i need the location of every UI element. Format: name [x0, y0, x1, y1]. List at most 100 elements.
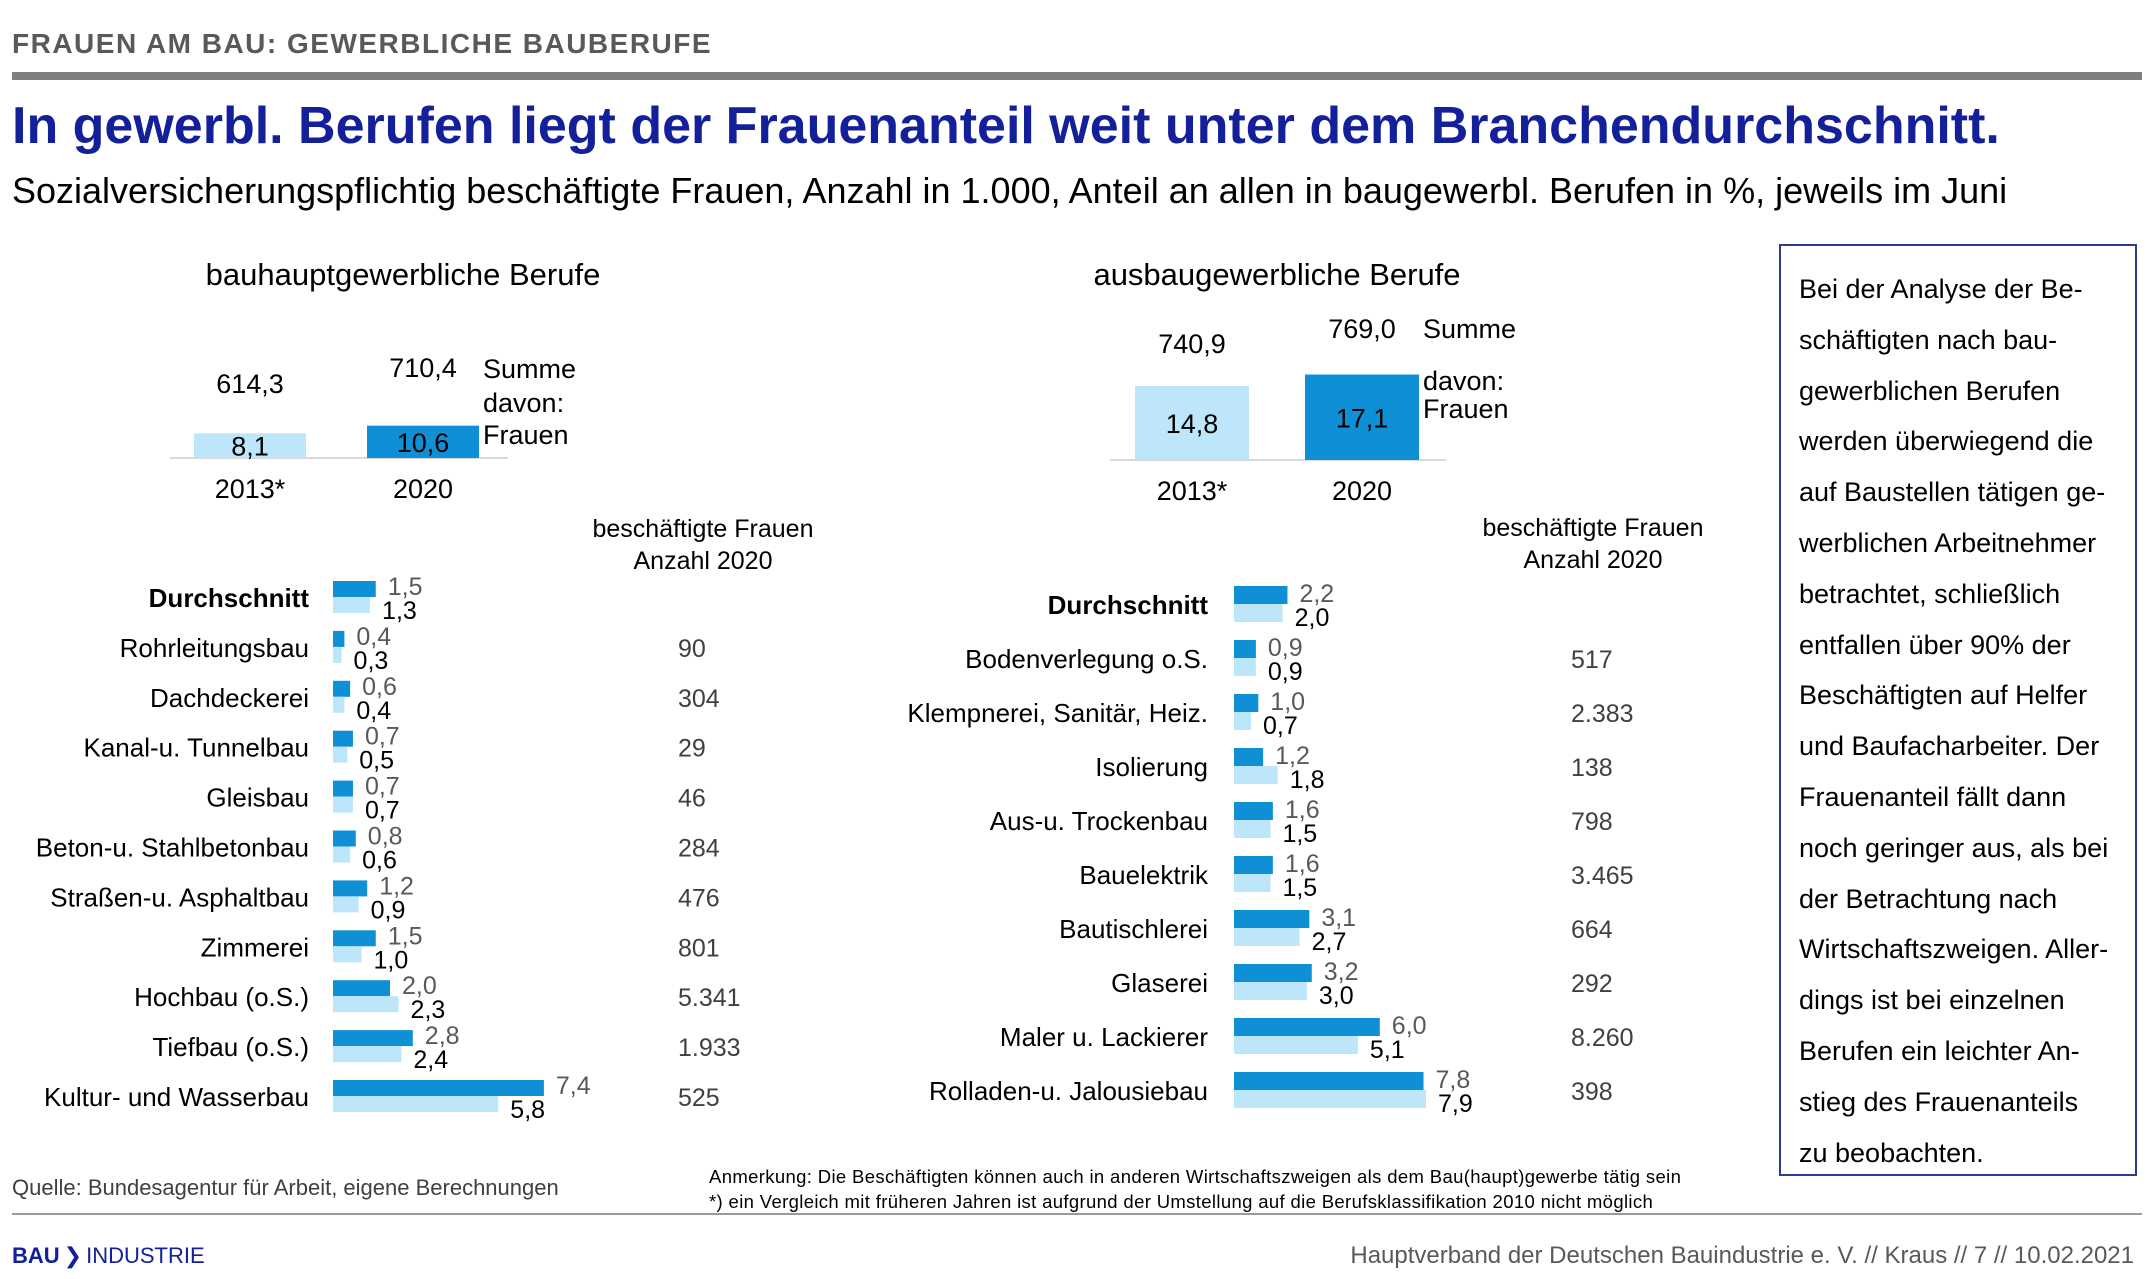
- page-title: In gewerbl. Berufen liegt der Frauenante…: [12, 97, 2000, 155]
- value-label-2020: 3,2: [1324, 958, 1359, 986]
- chart-title: bauhauptgewerbliche Berufe: [206, 257, 601, 292]
- count-value: 8.260: [1571, 1024, 1634, 1052]
- value-label-2013: 3,0: [1319, 982, 1354, 1010]
- category-label: Beton-u. Stahlbetonbau: [36, 833, 309, 863]
- count-value: 517: [1571, 646, 1613, 674]
- category-label: Isolierung: [1095, 752, 1208, 782]
- women-bar: [367, 425, 479, 458]
- bar-2013: [1234, 1036, 1358, 1054]
- logo-mark-icon: ❯: [63, 1243, 83, 1268]
- remark-note: Anmerkung: Die Beschäftigten können auch…: [709, 1164, 1681, 1214]
- category-label: Tiefbau (o.S.): [152, 1032, 309, 1062]
- bar-2013: [1234, 712, 1252, 730]
- bar-2013: [333, 696, 345, 713]
- bar-2020: [1234, 1018, 1380, 1036]
- value-label-2020: 7,8: [1436, 1066, 1471, 1094]
- value-label-2020: 1,0: [1270, 688, 1305, 716]
- count-column-header: Anzahl 2020: [1523, 546, 1662, 574]
- value-label-2013: 0,7: [365, 797, 400, 825]
- note-line: auf Baustellen tätigen ge-: [1799, 477, 2106, 508]
- value-label-2013: 2,0: [1295, 604, 1330, 632]
- note-line: noch geringer aus, als bei: [1799, 832, 2109, 863]
- category-label: Glaserei: [1111, 968, 1208, 998]
- note-line: Berufen ein leichter An-: [1799, 1035, 2080, 1066]
- value-label-2020: 3,1: [1321, 904, 1356, 932]
- bar-2020: [1234, 586, 1288, 604]
- category-label: Durchschnitt: [1048, 590, 1209, 620]
- bar-2020: [333, 730, 353, 747]
- value-label-2020: 0,7: [365, 723, 400, 751]
- value-label-2020: 6,0: [1392, 1012, 1427, 1040]
- note-box: Bei der Analyse der Be-schäftigten nach …: [1779, 244, 2137, 1176]
- category-label: Dachdeckerei: [150, 683, 309, 713]
- count-column-header: Anzahl 2020: [633, 547, 772, 575]
- category-label: Kanal-u. Tunnelbau: [83, 733, 309, 763]
- bar-2020: [1234, 964, 1312, 982]
- women-value-label: 14,8: [1166, 409, 1219, 439]
- value-label-2013: 2,4: [413, 1046, 448, 1074]
- value-label-2020: 1,6: [1285, 796, 1320, 824]
- value-label-2013: 0,5: [359, 747, 394, 775]
- category-label: Rolladen-u. Jalousiebau: [929, 1076, 1208, 1106]
- bar-2020: [1234, 802, 1273, 820]
- legend-women-label: Frauen: [1423, 394, 1509, 424]
- legend-sum-label: Summe: [1423, 314, 1516, 344]
- category-label: 2013*: [1157, 476, 1228, 506]
- bar-2020: [1234, 1072, 1424, 1090]
- count-value: 138: [1571, 754, 1613, 782]
- women-bar: [1305, 374, 1419, 460]
- bar-2013: [1234, 766, 1278, 784]
- note-line: Bei der Analyse der Be-: [1799, 274, 2083, 304]
- count-value: 525: [678, 1084, 720, 1112]
- section-label: FRAUEN AM BAU: GEWERBLICHE BAUBERUFE: [12, 28, 713, 59]
- value-label-2020: 0,6: [362, 673, 397, 701]
- bar-2013: [333, 746, 348, 763]
- bar-2020: [1234, 910, 1310, 928]
- remark-line: Anmerkung: Die Beschäftigten können auch…: [709, 1166, 1682, 1187]
- value-label-2013: 0,6: [362, 847, 397, 875]
- women-bar: [1135, 386, 1249, 460]
- bar-2013: [333, 796, 353, 813]
- value-label-2020: 1,2: [379, 872, 414, 900]
- bar-2013: [333, 846, 351, 863]
- top-divider: [12, 72, 2142, 80]
- note-line: werden überwiegend die: [1799, 426, 2094, 457]
- source-note: Quelle: Bundesagentur für Arbeit, eigene…: [12, 1175, 559, 1200]
- value-label-2020: 1,5: [388, 922, 423, 950]
- count-value: 46: [678, 785, 706, 813]
- value-label-2020: 1,5: [388, 573, 423, 601]
- bar-2013: [333, 896, 359, 913]
- count-value: 284: [678, 835, 720, 863]
- bar-2020: [333, 1080, 544, 1096]
- count-column-header: beschäftigte Frauen: [1483, 514, 1704, 542]
- bar-2020: [333, 581, 376, 597]
- value-label-2013: 0,4: [356, 697, 391, 725]
- legend-women-label: davon:: [483, 388, 564, 418]
- legend-women-label: davon:: [1423, 366, 1504, 396]
- note-line: zu beobachten.: [1799, 1137, 1984, 1168]
- bar-2020: [1234, 640, 1256, 658]
- company-logo: BAU ❯ INDUSTRIE: [12, 1243, 205, 1269]
- bar-2020: [333, 830, 356, 847]
- value-label-2020: 2,2: [1299, 580, 1334, 608]
- bar-2013: [1234, 928, 1300, 946]
- count-value: 801: [678, 934, 720, 962]
- bar-2013: [333, 1046, 402, 1063]
- note-text: Bei der Analyse der Be-schäftigten nach …: [1799, 264, 2117, 1178]
- count-value: 304: [678, 685, 720, 713]
- category-label: Gleisbau: [206, 783, 309, 813]
- value-label-2020: 1,6: [1285, 850, 1320, 878]
- count-value: 664: [1571, 916, 1613, 944]
- footer-text: Hauptverband der Deutschen Bauindustrie …: [1350, 1242, 2134, 1269]
- women-bar: [194, 433, 306, 458]
- note-line: betrachtet, schließlich: [1799, 578, 2061, 609]
- women-value-label: 8,1: [231, 432, 269, 462]
- count-value: 90: [678, 635, 706, 663]
- note-line: entfallen über 90% der: [1799, 629, 2071, 660]
- value-label-2013: 1,3: [382, 597, 417, 625]
- count-value: 1.933: [678, 1034, 741, 1062]
- bar-2020: [1234, 856, 1273, 874]
- sum-value-label: 769,0: [1328, 314, 1396, 344]
- value-label-2013: 2,7: [1312, 928, 1347, 956]
- count-column-header: beschäftigte Frauen: [593, 515, 814, 543]
